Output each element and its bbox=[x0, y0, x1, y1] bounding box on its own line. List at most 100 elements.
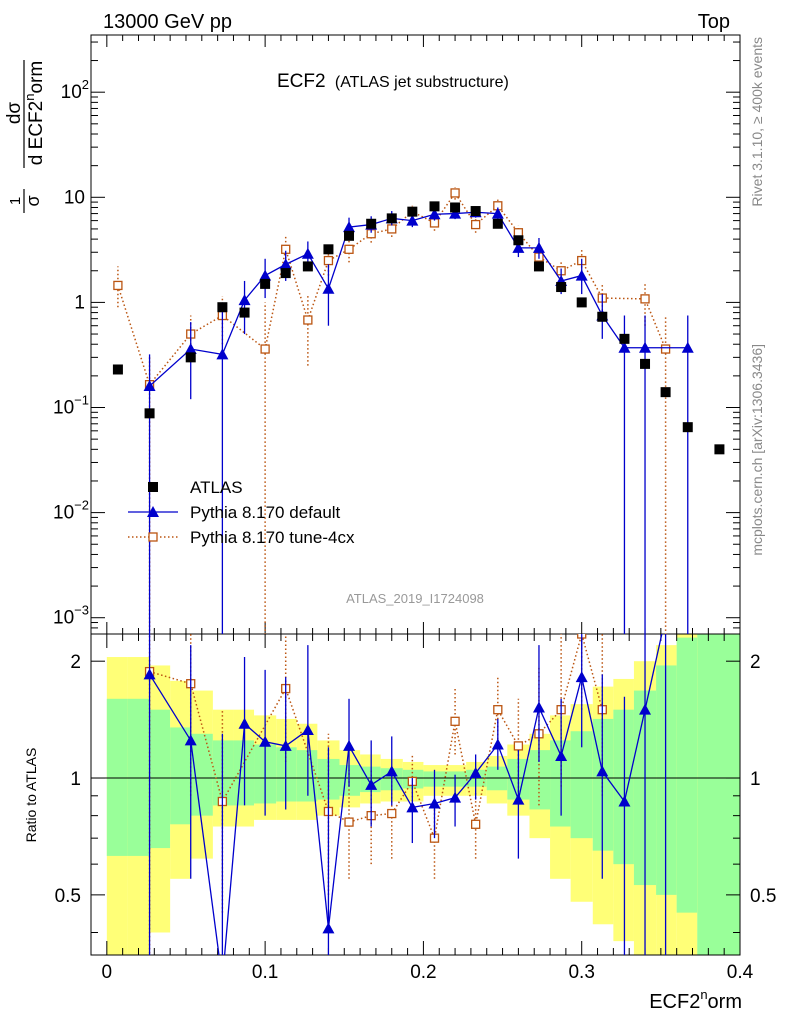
data-marker-open-square bbox=[450, 716, 460, 726]
data-marker-square bbox=[302, 261, 313, 272]
data-marker-open-square bbox=[387, 224, 397, 234]
main-y-tick-label: 102 bbox=[61, 77, 89, 103]
data-marker-triangle bbox=[449, 791, 462, 803]
main-axis-ticks: 10−3 10−2 10−1 1 10 102 bbox=[53, 35, 741, 634]
data-marker-triangle bbox=[491, 207, 504, 219]
ratio-y-tick-label-left: 2 bbox=[70, 652, 81, 673]
header-energy: 13000 GeV pp bbox=[103, 11, 232, 33]
main-series-group bbox=[112, 187, 725, 634]
main-y-tick-label: 1 bbox=[74, 292, 85, 313]
x-tick-label: 0.2 bbox=[410, 962, 436, 983]
band-green-bin bbox=[697, 634, 740, 955]
x-tick-label: 0.1 bbox=[252, 962, 278, 983]
data-marker-triangle bbox=[406, 214, 419, 226]
x-tick-label: 0.3 bbox=[568, 962, 594, 983]
ratio-axis-ticks: 0.5 0.5 1 1 2 2 0 0.1 0.2 0.3 0.4 bbox=[55, 634, 776, 983]
data-marker-square bbox=[280, 268, 291, 279]
ratio-series-line bbox=[149, 634, 663, 955]
data-marker-triangle bbox=[491, 738, 504, 750]
ylabel-den-sup: n bbox=[22, 94, 37, 101]
data-marker-square bbox=[576, 297, 587, 308]
band-green-bin bbox=[339, 765, 361, 796]
data-marker-triangle bbox=[575, 671, 588, 683]
ratio-y-tick-label-right: 2 bbox=[750, 652, 761, 673]
data-marker-open-square bbox=[387, 808, 397, 819]
ratio-y-tick-label-left: 1 bbox=[70, 769, 81, 790]
legend: ATLAS Pythia 8.170 default Pythia 8.170 tu… bbox=[128, 478, 355, 547]
data-marker-triangle bbox=[322, 282, 335, 294]
data-marker-triangle bbox=[639, 341, 652, 353]
ylabel-den-main: d ECF2 bbox=[26, 101, 47, 165]
data-marker-triangle bbox=[259, 735, 272, 747]
data-marker-triangle bbox=[532, 701, 545, 713]
plot-title-main: ECF2 bbox=[277, 71, 326, 92]
band-green-bin bbox=[360, 766, 381, 793]
ratio-y-axis-label: Ratio to ATLAS bbox=[23, 748, 39, 843]
data-marker-triangle bbox=[343, 221, 356, 233]
side-label-rivet: Rivet 3.1.10, ≥ 400k events bbox=[749, 37, 765, 207]
band-green-bin bbox=[613, 709, 634, 865]
data-marker-square bbox=[714, 444, 725, 455]
data-marker-open-square bbox=[344, 817, 354, 827]
data-marker-triangle bbox=[301, 723, 314, 735]
plot-title-sub: (ATLAS jet substructure) bbox=[335, 74, 509, 91]
data-marker-square bbox=[144, 408, 155, 419]
data-marker-triangle bbox=[449, 207, 462, 219]
band-green-bin bbox=[592, 718, 614, 851]
ylabel-frac-num: 1 bbox=[7, 197, 24, 205]
x-axis-label-main: ECF2 bbox=[649, 991, 700, 1013]
main-y-tick-label: 10 bbox=[64, 187, 85, 208]
data-marker-triangle bbox=[184, 734, 197, 746]
data-marker-triangle bbox=[681, 341, 694, 353]
data-marker-square bbox=[619, 333, 630, 344]
data-marker-triangle bbox=[406, 801, 419, 813]
data-marker-open-square bbox=[471, 219, 481, 230]
data-marker-square bbox=[682, 422, 693, 433]
data-marker-square bbox=[185, 352, 196, 363]
data-marker-triangle bbox=[618, 795, 631, 807]
data-marker-open-square bbox=[260, 344, 270, 354]
ratio-y-tick-label-right: 0.5 bbox=[750, 886, 776, 907]
ratio-y-tick-label-left: 0.5 bbox=[55, 886, 81, 907]
main-y-axis-label: 1 σ dσ d ECF2norm bbox=[4, 60, 47, 213]
data-marker-triangle bbox=[575, 269, 588, 281]
data-marker-triangle bbox=[512, 793, 525, 805]
data-marker-square bbox=[217, 302, 228, 313]
x-tick-label: 0 bbox=[102, 962, 113, 983]
data-marker-square bbox=[260, 278, 271, 289]
x-axis-label: ECF2norm bbox=[649, 987, 742, 1013]
data-marker-triangle bbox=[143, 668, 156, 680]
data-marker-square bbox=[386, 213, 397, 224]
legend-label: Pythia 8.170 default bbox=[190, 503, 341, 522]
band-green-bin bbox=[276, 747, 297, 802]
data-marker-open-square bbox=[323, 255, 334, 266]
ylabel-frac-den: σ bbox=[23, 195, 43, 206]
data-marker-triangle bbox=[147, 506, 159, 517]
data-marker-square bbox=[660, 387, 671, 398]
side-label-mcplots: mcplots.cern.ch [arXiv:1306.3436] bbox=[749, 344, 765, 556]
data-marker-square bbox=[450, 202, 461, 213]
data-marker-square bbox=[429, 201, 440, 212]
data-marker-open-square bbox=[640, 294, 650, 304]
data-marker-triangle bbox=[216, 975, 228, 986]
data-marker-triangle bbox=[301, 247, 314, 259]
x-tick-label: 0.4 bbox=[727, 962, 754, 983]
data-marker-triangle bbox=[512, 241, 525, 253]
data-marker-triangle bbox=[385, 765, 398, 777]
main-series-line bbox=[149, 211, 688, 387]
ratio-plot-frame bbox=[90, 633, 741, 956]
data-marker-square bbox=[323, 244, 334, 255]
data-marker-square bbox=[597, 311, 608, 322]
data-marker-triangle bbox=[469, 767, 482, 779]
x-axis-label-tail: orm bbox=[708, 991, 742, 1013]
band-green-bin bbox=[190, 733, 213, 816]
header-process: Top bbox=[698, 11, 730, 33]
band-green-bin bbox=[423, 771, 444, 787]
data-marker-open-square bbox=[471, 819, 481, 829]
band-green-bin bbox=[170, 727, 191, 825]
ylabel-den-tail: orm bbox=[26, 61, 47, 94]
data-marker-triangle bbox=[596, 765, 609, 777]
data-marker-open-square bbox=[513, 741, 524, 751]
ylabel-num: dσ bbox=[4, 102, 25, 125]
ratio-series-line bbox=[149, 634, 604, 841]
